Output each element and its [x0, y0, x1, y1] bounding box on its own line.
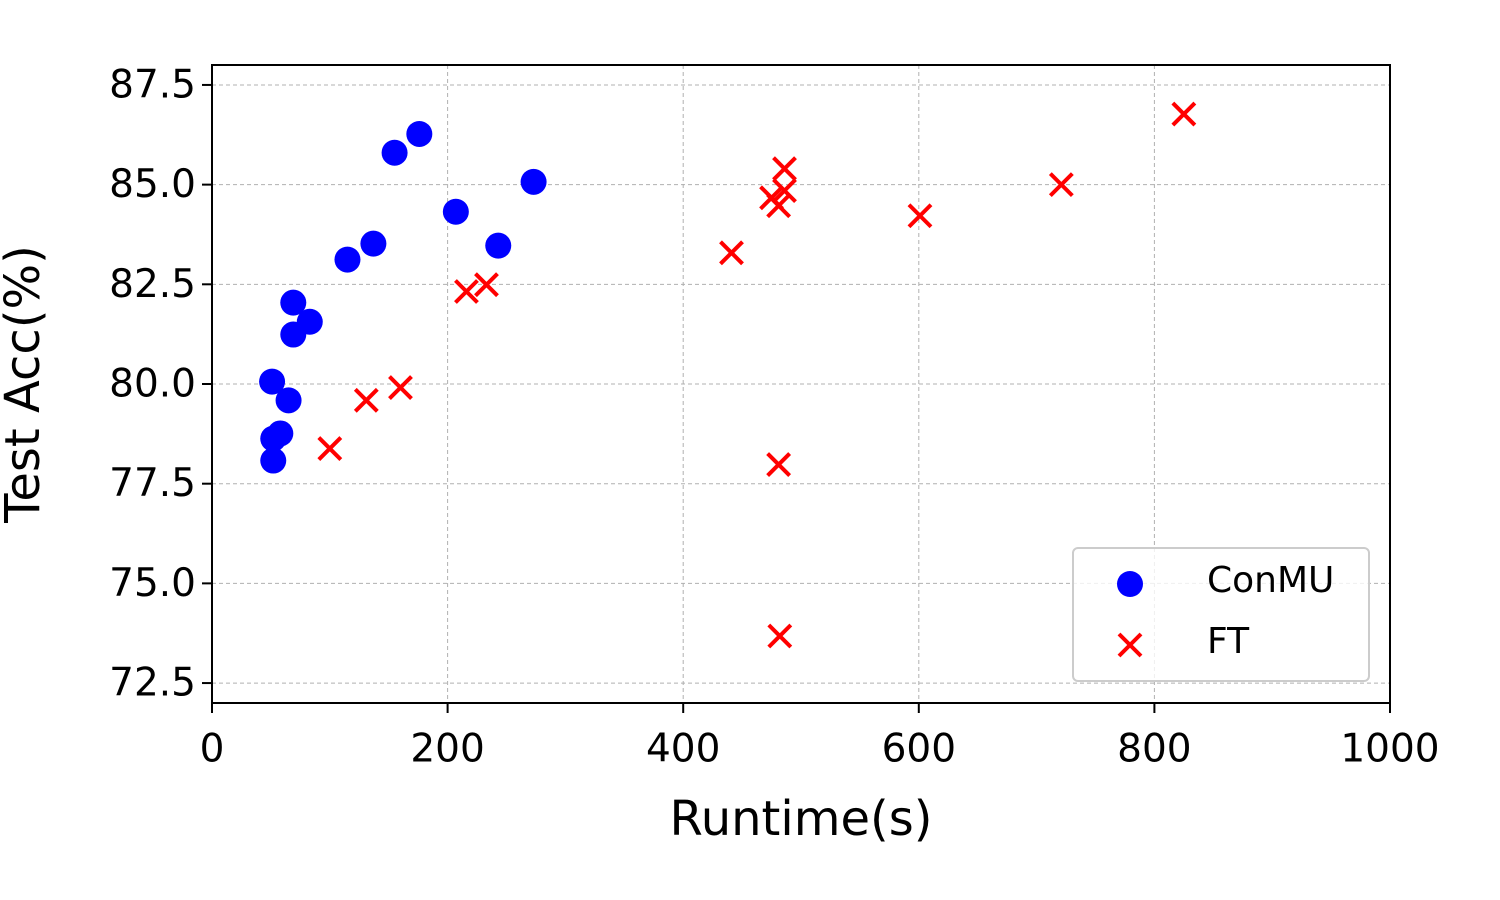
x-tick-label: 600	[882, 727, 956, 772]
legend-label: ConMU	[1207, 560, 1334, 601]
point	[360, 230, 387, 257]
x-marker	[719, 240, 744, 266]
x-tick-label: 200	[410, 727, 484, 772]
x-marker	[1117, 632, 1143, 658]
x-tick-label: 1000	[1340, 727, 1439, 772]
x-marker	[766, 193, 792, 219]
legend-label: FT	[1207, 621, 1250, 662]
x-marker	[1171, 101, 1197, 127]
x-tick-label: 800	[1117, 727, 1191, 772]
legend: ConMU FT	[1072, 547, 1370, 682]
x-marker	[772, 178, 797, 204]
x-marker	[766, 452, 792, 477]
y-tick-label: 72.5	[109, 661, 196, 706]
point	[485, 232, 512, 259]
point	[1117, 571, 1143, 597]
point	[334, 246, 361, 273]
x-axis-label: Runtime(s)	[670, 791, 933, 847]
x-marker	[454, 279, 479, 304]
y-tick-label: 82.5	[109, 262, 196, 307]
point	[275, 387, 302, 414]
legend-box	[1072, 547, 1370, 682]
x-marker	[474, 272, 499, 298]
point	[381, 139, 408, 166]
point	[260, 425, 287, 452]
y-tick-label: 80.0	[109, 362, 196, 407]
plot-frame	[211, 64, 1391, 704]
x-marker	[353, 387, 379, 413]
x-tick-label: 400	[646, 727, 720, 772]
x-marker	[388, 375, 413, 401]
point	[260, 447, 287, 474]
point	[280, 289, 307, 316]
y-tick-label: 75.0	[109, 561, 196, 606]
point	[280, 321, 307, 348]
x-tick-label: 0	[200, 727, 225, 772]
y-axis-label: Test Acc(%)	[0, 245, 51, 524]
y-tick-label: 87.5	[109, 62, 196, 107]
y-tick-label: 85.0	[109, 162, 196, 207]
x-marker	[1048, 172, 1074, 198]
point	[406, 120, 433, 147]
y-tick-label: 77.5	[109, 461, 196, 506]
x-marker	[767, 623, 793, 649]
point	[520, 168, 547, 195]
point	[442, 198, 469, 225]
x-marker	[772, 156, 797, 182]
x-marker	[907, 203, 933, 229]
x-marker	[317, 436, 343, 462]
point	[259, 368, 286, 395]
